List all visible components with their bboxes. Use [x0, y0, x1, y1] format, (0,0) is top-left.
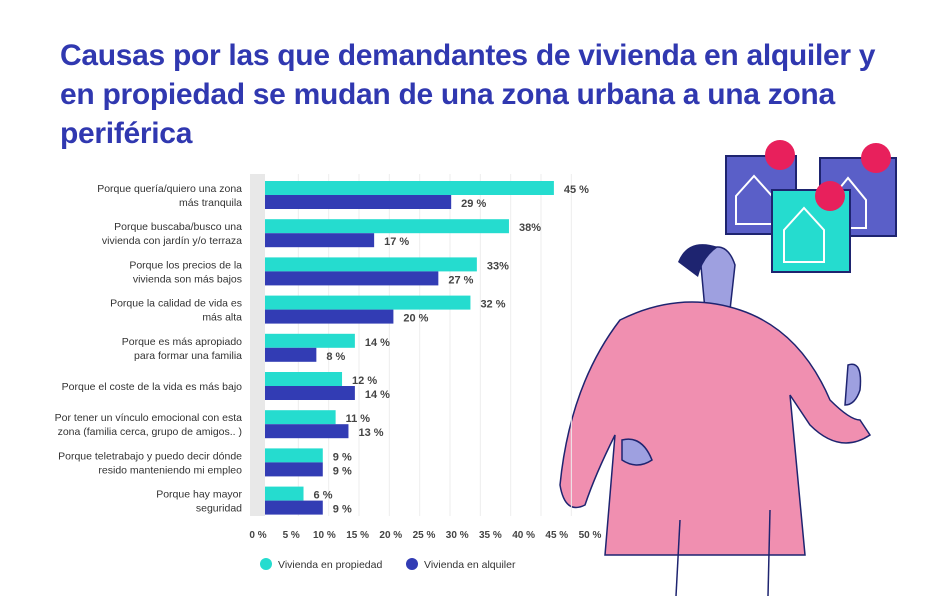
data-label: 38% [519, 222, 541, 234]
data-label: 14 % [365, 337, 390, 349]
x-tick-label: 35 % [479, 530, 502, 541]
data-label: 14 % [365, 389, 390, 401]
data-label: 11 % [346, 413, 371, 425]
category-label: vivienda con jardín y/o terraza [102, 235, 242, 247]
x-tick-label: 25 % [413, 530, 436, 541]
category-label: para formar una familia [134, 350, 242, 362]
x-tick-label: 40 % [512, 530, 535, 541]
x-tick-label: 5 % [283, 530, 300, 541]
data-label: 29 % [461, 198, 486, 210]
data-label: 13 % [358, 427, 383, 439]
data-label: 12 % [352, 375, 377, 387]
bar-alquiler [265, 386, 355, 400]
category-label: Porque es más apropiado [122, 336, 242, 348]
data-label: 45 % [564, 184, 589, 196]
category-label: Porque los precios de la [129, 259, 242, 271]
category-label: zona (familia cerca, grupo de amigos.. ) [58, 426, 242, 438]
axis-band [250, 174, 265, 516]
legend-label: Vivienda en alquiler [424, 559, 516, 571]
x-tick-label: 30 % [446, 530, 469, 541]
data-label: 6 % [314, 490, 333, 502]
data-label: 17 % [384, 236, 409, 248]
bar-alquiler [265, 195, 452, 209]
category-label: Porque quería/quiero una zona [97, 183, 242, 195]
x-tick-label: 50 % [579, 530, 602, 541]
bar-propiedad [265, 333, 355, 348]
x-tick-label: 10 % [313, 530, 336, 541]
bar-alquiler [265, 233, 375, 248]
category-label: Porque buscaba/busco una [114, 221, 242, 233]
category-label: Por tener un vínculo emocional con esta [55, 412, 243, 424]
person-illustration [559, 140, 897, 596]
bar-alquiler [265, 462, 323, 477]
data-label: 8 % [326, 351, 345, 363]
category-label: Porque la calidad de vida es [110, 298, 242, 310]
x-tick-label: 45 % [545, 530, 568, 541]
data-label: 9 % [333, 465, 352, 477]
legend-swatch [260, 558, 272, 570]
data-label: 27 % [448, 274, 473, 286]
bar-alquiler [265, 347, 317, 362]
x-tick-label: 0 % [249, 530, 266, 541]
legend-label: Vivienda en propiedad [278, 559, 382, 571]
category-label: más alta [202, 312, 242, 324]
bar-propiedad [265, 219, 509, 234]
legend-swatch [406, 558, 418, 570]
data-label: 9 % [333, 504, 352, 516]
category-label: Porque hay mayor [156, 489, 242, 501]
category-label: resido manteniendo mi empleo [98, 464, 242, 476]
bar-alquiler [265, 309, 394, 324]
bar-propiedad [265, 486, 304, 501]
category-label: Porque el coste de la vida es más bajo [62, 381, 243, 393]
data-label: 32 % [480, 299, 505, 311]
bar-propiedad [265, 257, 477, 272]
x-tick-label: 20 % [379, 530, 402, 541]
category-label: más tranquila [179, 197, 242, 209]
bar-propiedad [265, 295, 471, 310]
chart-title: Causas por las que demandantes de vivien… [60, 39, 876, 150]
data-label: 9 % [333, 451, 352, 463]
category-label: Porque teletrabajo y puedo decir dónde [58, 450, 242, 462]
x-tick-label: 15 % [346, 530, 369, 541]
house-window-icon [725, 140, 897, 273]
bar-propiedad [265, 372, 343, 386]
bar-propiedad [265, 181, 554, 195]
data-label: 33% [487, 260, 509, 272]
bar-alquiler [265, 271, 439, 286]
data-label: 20 % [403, 313, 428, 325]
bar-alquiler [265, 424, 349, 439]
bar-alquiler [265, 500, 323, 515]
bar-propiedad [265, 410, 336, 425]
category-label: vivienda son más bajos [133, 273, 242, 285]
bar-propiedad [265, 448, 323, 463]
category-label: seguridad [196, 503, 242, 515]
